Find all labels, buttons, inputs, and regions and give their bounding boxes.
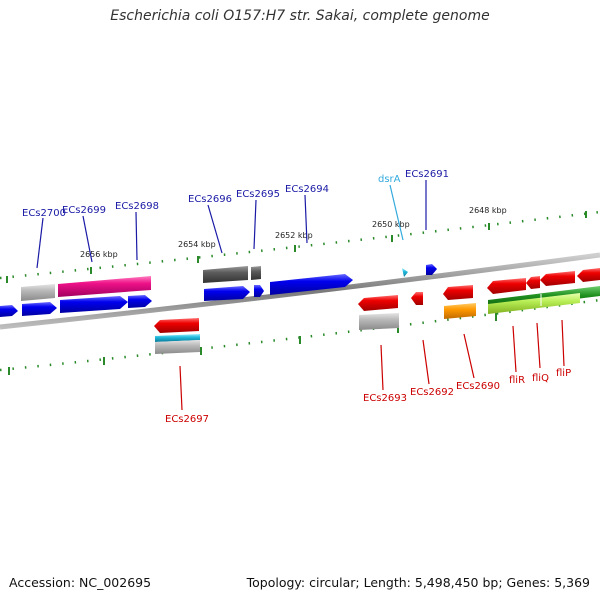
gene-label-ECs2691: ECs2691: [405, 169, 449, 180]
gene-feature: [444, 303, 476, 319]
dsrA-feature: [402, 268, 408, 277]
gene-label-ECs2692: ECs2692: [410, 387, 454, 398]
gene-ECs2696-feature: [203, 266, 248, 283]
gene-ECs2693-feature: [358, 295, 398, 311]
gene-label-ECs2699: ECs2699: [62, 205, 106, 216]
gene-fliQ-feature: [526, 276, 540, 289]
gene-ECs2695-feature: [251, 266, 261, 280]
gene-fliR-feature: [487, 278, 526, 294]
gene-label-fliQ: fliQ: [532, 373, 549, 384]
gene-ECs2700-feature: [21, 284, 55, 301]
gene-ECs2691-feature: [426, 264, 437, 275]
gene-label-ECs2697: ECs2697: [165, 414, 209, 425]
gene-feature: [128, 295, 152, 308]
genome-title: Escherichia coli O157:H7 str. Sakai, com…: [110, 8, 490, 24]
outer-major-ticks: [6, 211, 587, 283]
gene-label-fliP: fliP: [556, 368, 571, 379]
bottom-leader-lines: [179, 319, 565, 411]
gene-label-ECs2696: ECs2696: [188, 194, 232, 205]
gene-feature: [254, 285, 264, 297]
gene-feature: [155, 340, 200, 354]
top-leader-lines: [36, 180, 427, 269]
gene-ECs2694-feature: [270, 274, 353, 295]
gene-feature: [488, 293, 580, 314]
gene-feature: [204, 286, 250, 301]
gene-ECs2699-feature: [58, 276, 151, 297]
gene-feature: [0, 305, 18, 317]
gene-label-ECs2695: ECs2695: [236, 189, 280, 200]
genome-summary-text: Topology: circular; Length: 5,498,450 bp…: [246, 575, 590, 590]
gene-ECs2692-feature: [411, 292, 423, 305]
accession-text: Accession: NC_002695: [9, 575, 152, 590]
tick-label: 2652 kbp: [275, 231, 313, 240]
gene-feature: [60, 296, 128, 313]
gene-feature: [22, 302, 57, 316]
gene-label-ECs2694: ECs2694: [285, 184, 329, 195]
gene-feature: [155, 334, 200, 342]
tick-label: 2650 kbp: [372, 220, 410, 229]
gene-label-dsrA: dsrA: [378, 174, 401, 185]
gene-fliP-feature: [540, 271, 575, 286]
genome-backbone: [0, 252, 600, 330]
gene-feature: [359, 313, 399, 330]
gene-ECs2697-feature: [154, 318, 199, 333]
gene-label-ECs2693: ECs2693: [363, 393, 407, 404]
dsrA-leader-line: [389, 184, 404, 241]
gene-label-ECs2700: ECs2700: [22, 208, 66, 219]
gene-label-ECs2690: ECs2690: [456, 381, 500, 392]
gene-label-ECs2698: ECs2698: [115, 201, 159, 212]
gene-label-fliR: fliR: [509, 375, 525, 386]
tick-label: 2656 kbp: [80, 250, 118, 259]
tick-label: 2654 kbp: [178, 240, 216, 249]
tick-label: 2648 kbp: [469, 206, 507, 215]
gene-feature: [577, 268, 600, 282]
gene-ECs2690-feature: [443, 285, 473, 300]
